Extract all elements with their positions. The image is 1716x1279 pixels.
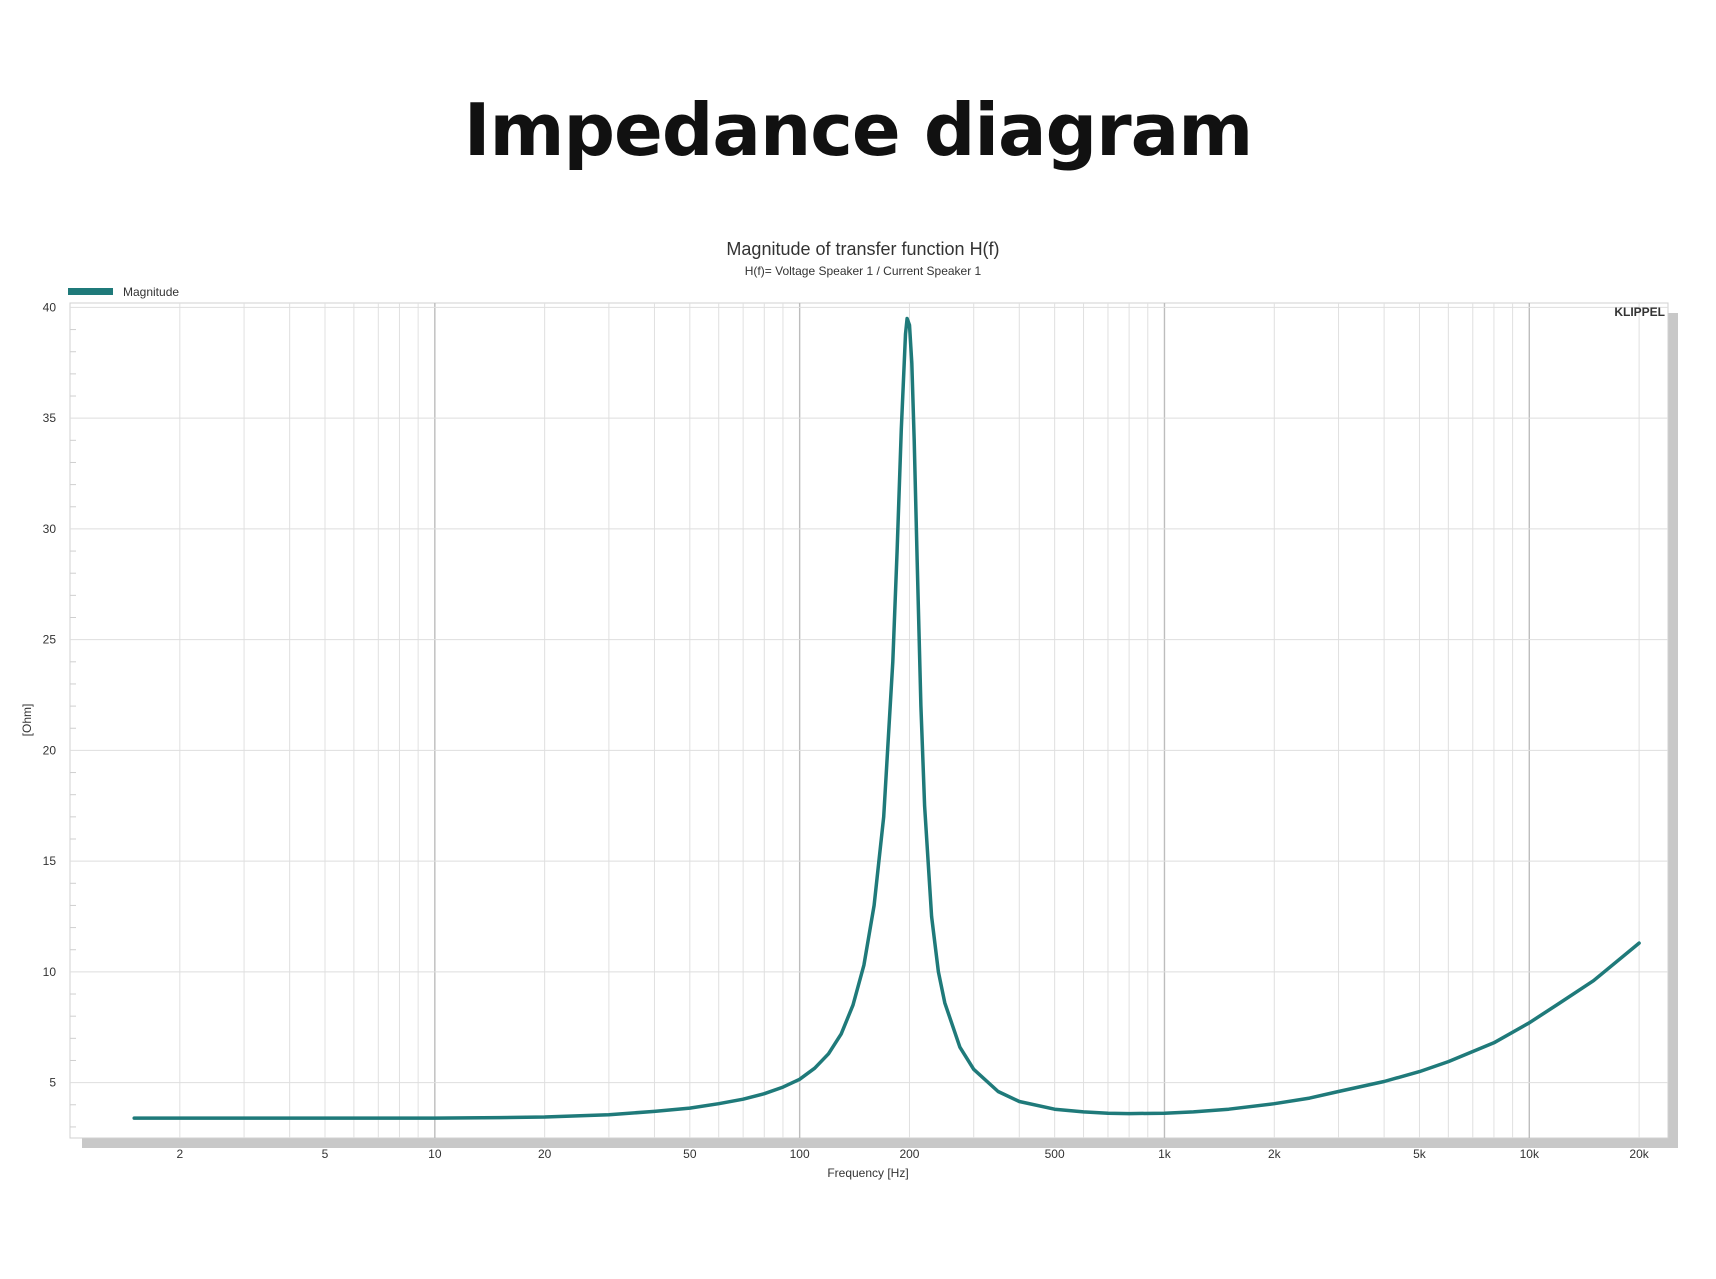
y-tick-label: 30 <box>43 522 57 536</box>
y-tick-label: 15 <box>43 854 57 868</box>
data-point <box>1418 1070 1421 1073</box>
x-tick-label: 200 <box>899 1147 919 1161</box>
data-point <box>433 1116 437 1120</box>
data-point <box>930 915 933 918</box>
data-point <box>827 1052 830 1056</box>
x-axis-ticks: 2 5 10 20 50 100 200 500 1k 2k 5k 10k 20k <box>176 1147 1649 1161</box>
data-point <box>1308 1096 1311 1100</box>
plot-area <box>69 302 1669 1139</box>
y-tick-label: 25 <box>43 633 57 647</box>
y-tick-label: 5 <box>49 1076 56 1090</box>
data-point <box>763 1092 766 1095</box>
data-point <box>891 660 894 664</box>
data-point <box>1637 941 1641 945</box>
data-point <box>1127 1112 1131 1115</box>
legend-label: Magnitude <box>123 285 179 299</box>
data-point <box>1053 1108 1056 1111</box>
x-axis-label: Frequency [Hz] <box>827 1166 908 1180</box>
x-tick-label: 5 <box>322 1147 329 1161</box>
data-point <box>741 1098 745 1101</box>
y-axis-ticks: 5 10 15 20 25 30 35 40 <box>43 300 57 1089</box>
data-point <box>1106 1111 1110 1115</box>
data-point <box>919 704 923 708</box>
data-point <box>1082 1110 1085 1114</box>
x-tick-label: 1k <box>1158 1147 1172 1161</box>
y-axis-label: [Ohm] <box>20 704 34 737</box>
x-tick-label: 50 <box>683 1147 697 1161</box>
x-tick-label: 10 <box>428 1147 442 1161</box>
data-point <box>1192 1110 1195 1114</box>
data-point <box>943 1001 947 1005</box>
data-point <box>882 815 885 819</box>
data-point <box>798 1078 801 1081</box>
x-tick-label: 20k <box>1629 1147 1649 1161</box>
x-tick-label: 100 <box>790 1147 810 1161</box>
data-point <box>813 1067 816 1070</box>
data-point <box>1492 1041 1496 1044</box>
data-point <box>862 964 866 967</box>
x-tick-label: 10k <box>1520 1147 1540 1161</box>
data-point <box>688 1106 692 1110</box>
data-point <box>607 1113 611 1116</box>
data-point <box>1163 1111 1166 1115</box>
data-point <box>958 1045 962 1049</box>
data-point <box>840 1032 843 1036</box>
data-point <box>912 439 916 442</box>
data-point <box>908 323 911 327</box>
minor-grid <box>70 303 1640 1138</box>
data-point <box>781 1085 785 1089</box>
data-point <box>1556 1002 1560 1006</box>
chart-subtitle: H(f)= Voltage Speaker 1 / Current Speake… <box>745 264 982 278</box>
data-point <box>910 361 914 365</box>
x-tick-label: 5k <box>1413 1147 1427 1161</box>
data-point <box>872 904 876 907</box>
chart-title: Magnitude of transfer function H(f) <box>726 239 999 259</box>
data-point <box>895 549 899 553</box>
data-point <box>1592 979 1595 982</box>
x-tick-label: 20 <box>538 1147 552 1161</box>
data-point <box>1018 1100 1021 1103</box>
y-tick-label: 20 <box>43 743 57 757</box>
data-point <box>851 1003 855 1007</box>
data-point <box>1337 1090 1340 1093</box>
data-point <box>497 1116 501 1119</box>
data-point <box>717 1102 720 1105</box>
data-point <box>653 1110 656 1113</box>
data-point <box>972 1068 975 1071</box>
data-point <box>996 1090 1000 1093</box>
y-tick-label: 10 <box>43 965 57 979</box>
data-point <box>915 560 919 564</box>
data-point <box>900 428 903 431</box>
series-layer <box>132 316 1641 1120</box>
x-tick-label: 2 <box>176 1147 183 1161</box>
data-point <box>905 317 909 320</box>
data-point <box>1528 1021 1531 1025</box>
series-line-magnitude <box>132 316 1641 1120</box>
x-tick-label: 2k <box>1268 1147 1282 1161</box>
x-tick-label: 500 <box>1045 1147 1065 1161</box>
data-point <box>1273 1102 1276 1105</box>
data-point <box>1227 1108 1230 1111</box>
data-point <box>904 332 907 336</box>
data-point <box>543 1115 546 1119</box>
major-grid <box>70 303 1668 1138</box>
brand-watermark: KLIPPEL <box>1614 305 1665 319</box>
data-point <box>133 1116 136 1120</box>
data-point <box>1447 1060 1450 1063</box>
legend-swatch <box>68 288 113 295</box>
page-heading: Impedance diagram <box>463 88 1254 172</box>
y-tick-label: 35 <box>43 411 57 425</box>
data-point <box>1382 1080 1386 1083</box>
data-point <box>242 1116 246 1120</box>
data-point <box>937 970 940 974</box>
y-tick-label: 40 <box>43 300 57 314</box>
data-point <box>923 804 926 807</box>
